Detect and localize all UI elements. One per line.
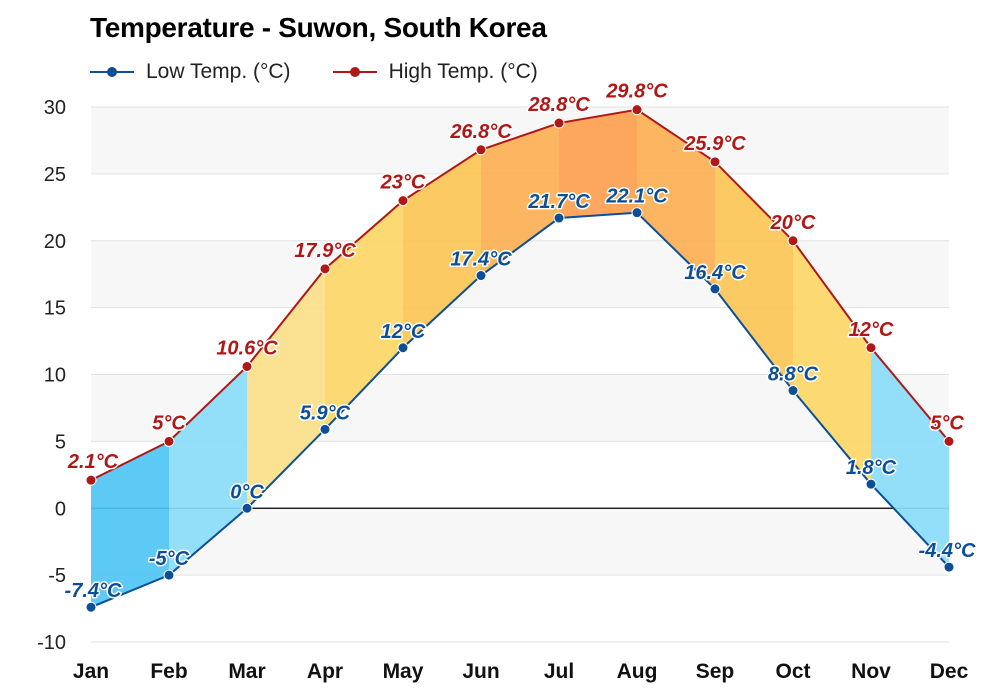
high-temp-label: 29.8°C [605,81,668,103]
high-temp-point[interactable] [319,263,331,275]
x-tick-label: May [383,660,424,683]
low-temp-point[interactable] [319,423,331,435]
low-temp-label: 17.4°C [450,249,512,271]
high-temp-label: 2.1°C [67,451,119,473]
low-temp-point[interactable] [709,283,721,295]
high-temp-label: 12°C [849,319,894,341]
low-temp-point[interactable] [553,212,565,224]
high-temp-point[interactable] [85,474,97,486]
temperature-bands [91,109,949,608]
low-temp-label: 22.1°C [605,186,668,208]
band-nov [871,347,949,568]
y-tick-label: 15 [44,298,66,320]
legend-low-marker-icon [90,67,134,77]
low-temp-point[interactable] [85,601,97,613]
low-temp-label: -4.4°C [919,540,976,562]
low-temp-label: 16.4°C [684,262,746,284]
x-tick-label: Sep [696,660,735,683]
legend-low-label: Low Temp. (°C) [146,60,291,83]
low-temp-point[interactable] [787,385,799,397]
y-tick-label: 20 [44,231,66,253]
y-tick-label: 30 [44,97,66,119]
x-tick-label: Nov [851,660,891,683]
x-tick-label: Mar [228,660,265,683]
high-temp-points: 2.1°C 5°C 10.6°C 17.9°C 23°C 26.8°C 28.8°C 29.8… [65,79,966,486]
band-feb [169,366,247,576]
low-temp-label: 1.8°C [846,457,897,479]
high-temp-label: 10.6°C [216,337,278,359]
y-tick-label: 25 [44,164,66,186]
high-temp-point[interactable] [397,195,409,207]
high-temp-point[interactable] [553,117,565,129]
high-temp-label: 5°C [930,412,964,434]
band-may [403,149,481,348]
band-jan [91,441,169,608]
low-temp-label: 0°C [230,481,264,503]
low-temp-label: -5°C [149,548,190,570]
chart-title: Temperature - Suwon, South Korea [90,12,547,43]
legend-item-high[interactable]: High Temp. (°C) [331,60,538,84]
high-temp-point[interactable] [475,144,487,156]
low-temp-point[interactable] [241,502,253,514]
high-temp-label: 25.9°C [683,133,746,155]
low-temp-label: -7.4°C [65,580,122,602]
band-jun [481,123,559,276]
legend-high-label: High Temp. (°C) [388,60,538,83]
band-apr [325,200,403,430]
legend: Low Temp. (°C) High Temp. (°C) [88,60,578,84]
y-tick-label: -5 [48,565,66,587]
y-tick-label: 10 [44,365,66,387]
low-temp-label: 12°C [381,321,426,343]
high-temp-point[interactable] [865,342,877,354]
x-tick-label: Oct [775,660,810,683]
low-temp-point[interactable] [943,561,955,573]
high-temp-label: 23°C [380,172,426,194]
low-temp-label: 8.8°C [768,364,819,386]
band-oct [793,240,871,485]
high-temp-point[interactable] [943,435,955,447]
low-temp-line [90,211,950,609]
high-temp-label: 26.8°C [449,121,512,143]
x-tick-label: Aug [617,660,658,683]
high-temp-line [90,108,950,482]
band-sep [715,161,793,391]
low-temp-point[interactable] [397,342,409,354]
x-tick-label: Jun [462,660,499,683]
high-temp-point[interactable] [241,360,253,372]
low-temp-label: 5.9°C [300,402,351,424]
high-temp-label: 20°C [770,212,816,234]
high-temp-point[interactable] [709,156,721,168]
high-temp-point[interactable] [631,104,643,116]
high-temp-point[interactable] [163,435,175,447]
legend-item-low[interactable]: Low Temp. (°C) [88,60,291,84]
band-aug [637,109,715,289]
low-temp-label: 21.7°C [527,191,590,213]
y-tick-label: 5 [55,431,66,453]
x-tick-label: Feb [150,660,187,683]
legend-high-marker-icon [332,67,377,77]
x-tick-label: Jan [73,660,109,683]
x-tick-label: Apr [307,660,343,683]
y-tick-label: 0 [55,498,66,520]
high-temp-point[interactable] [787,235,799,247]
high-temp-label: 28.8°C [527,94,590,116]
low-temp-point[interactable] [475,270,487,282]
low-temp-point[interactable] [631,207,643,219]
low-temp-point[interactable] [865,478,877,490]
x-tick-label: Jul [544,660,574,683]
low-temp-points: -7.4°C -5°C 0°C 5.9°C 12°C 17.4°C 21.7°C 22.1°C… [63,184,978,613]
y-tick-label: -10 [37,632,66,654]
x-tick-label: Dec [930,660,969,683]
low-temp-point[interactable] [163,569,175,581]
band-jul [559,109,637,219]
high-temp-label: 17.9°C [294,240,356,262]
grid-band [91,575,949,642]
high-temp-label: 5°C [152,412,186,434]
